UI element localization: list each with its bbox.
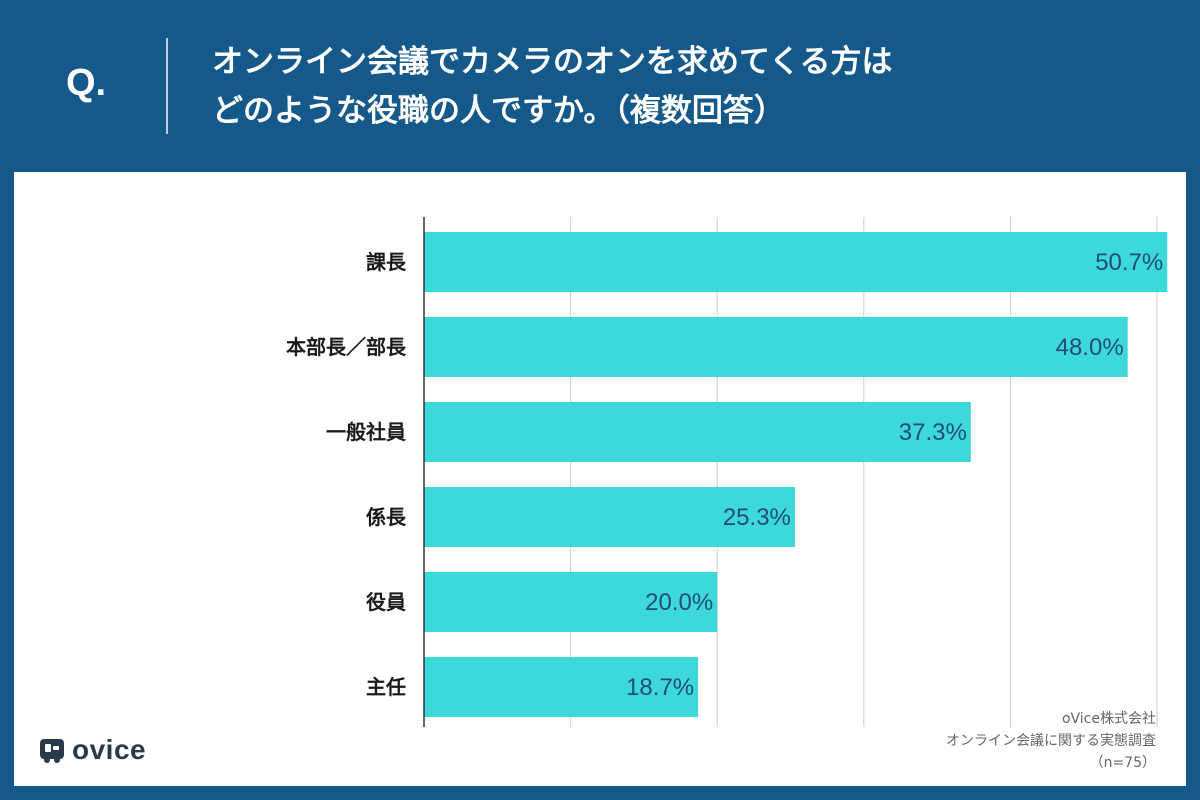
ovice-logo: ovice xyxy=(38,734,146,766)
header-divider xyxy=(166,38,168,134)
category-label: 本部長／部長 xyxy=(286,335,407,359)
question-title: オンライン会議でカメラのオンを求めてくる方は どのような役職の人ですか。（複数回… xyxy=(212,38,892,136)
value-label: 25.3% xyxy=(723,504,791,531)
question-marker: Q. xyxy=(66,62,107,104)
chart-panel: 50.7% 課長 48.0% 本部長／部長 37.3% 一般社員 25.3% 係長 20.0% 役… xyxy=(14,172,1186,786)
header: Q. オンライン会議でカメラのオンを求めてくる方は どのような役職の人ですか。（… xyxy=(0,0,1200,170)
value-label: 37.3% xyxy=(899,419,967,446)
category-label: 主任 xyxy=(366,675,406,699)
category-label: 一般社員 xyxy=(326,420,406,444)
bar xyxy=(424,232,1168,292)
bar xyxy=(424,572,718,632)
source-survey: オンライン会議に関する実態調査 xyxy=(946,733,1156,749)
value-label: 48.0% xyxy=(1056,334,1124,361)
source-company: oVice株式会社 xyxy=(1061,711,1156,727)
source-sample: （n=75） xyxy=(1089,755,1156,771)
category-label: 役員 xyxy=(366,590,406,614)
bar-chart: 50.7% 課長 48.0% 本部長／部長 37.3% 一般社員 25.3% 係長 20.0% 役… xyxy=(286,217,1168,727)
ovice-logo-icon xyxy=(40,739,64,763)
source-note: oVice株式会社 オンライン会議に関する実態調査 （n=75） xyxy=(946,708,1156,774)
category-label: 課長 xyxy=(366,250,407,274)
value-label: 20.0% xyxy=(645,589,713,616)
question-line-2: どのような役職の人ですか。（複数回答） xyxy=(212,93,785,129)
bar xyxy=(424,402,971,462)
bar xyxy=(424,657,699,717)
question-line-1: オンライン会議でカメラのオンを求めてくる方は xyxy=(212,44,893,80)
ovice-logo-text: ovice xyxy=(72,734,147,765)
value-label: 18.7% xyxy=(626,674,694,701)
bar xyxy=(424,487,795,547)
category-label: 係長 xyxy=(366,505,407,529)
value-label: 50.7% xyxy=(1095,249,1163,276)
bar xyxy=(424,317,1128,377)
